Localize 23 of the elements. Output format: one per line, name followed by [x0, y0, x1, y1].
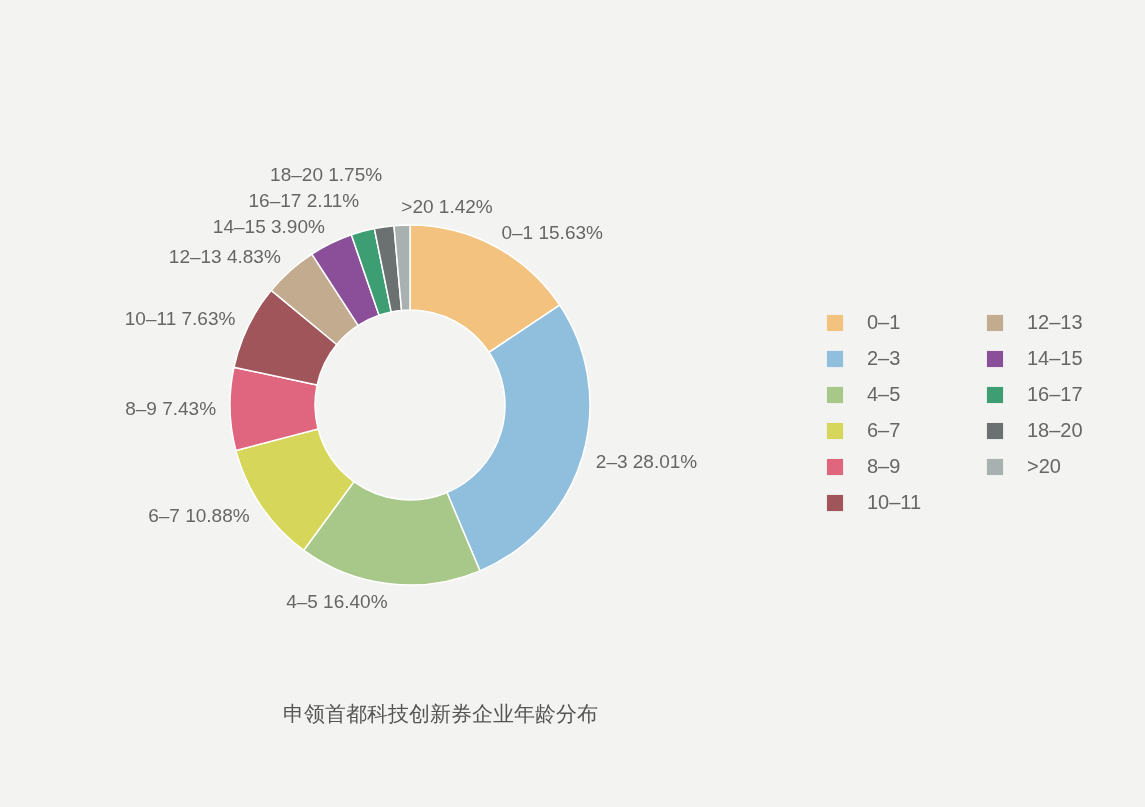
- legend-label: 4–5: [867, 383, 901, 405]
- legend-label: 18–20: [1027, 419, 1083, 441]
- category-label: 4–5 16.40%: [286, 590, 388, 612]
- category-label: 0–1 15.63%: [501, 222, 603, 244]
- category-label: 18–20 1.75%: [270, 164, 383, 186]
- legend-label: 6–7: [867, 419, 901, 441]
- category-label: 12–13 4.83%: [168, 246, 281, 268]
- category-label: >20 1.42%: [401, 196, 493, 218]
- category-label: 6–7 10.88%: [148, 505, 250, 527]
- text: 申领首都科技创新券企业年龄分布: [282, 702, 598, 725]
- category-label: 14–15 3.90%: [212, 216, 325, 238]
- category-label: 2–3 28.01%: [595, 450, 698, 472]
- legend-label: 0–1: [867, 311, 901, 333]
- legend-label: >20: [1027, 455, 1061, 477]
- category-label: 16–17 2.11%: [248, 190, 360, 212]
- legend-label: 14–15: [1027, 347, 1083, 369]
- category-label: 8–9 7.43%: [125, 398, 217, 420]
- legend-label: 12–13: [1027, 311, 1083, 333]
- legend-label: 2–3: [867, 347, 901, 369]
- category-label: 10–11 7.63%: [124, 307, 236, 329]
- legend-label: 16–17: [1027, 383, 1083, 405]
- legend-label: 8–9: [867, 455, 901, 477]
- legend-label: 10–11: [867, 491, 922, 513]
